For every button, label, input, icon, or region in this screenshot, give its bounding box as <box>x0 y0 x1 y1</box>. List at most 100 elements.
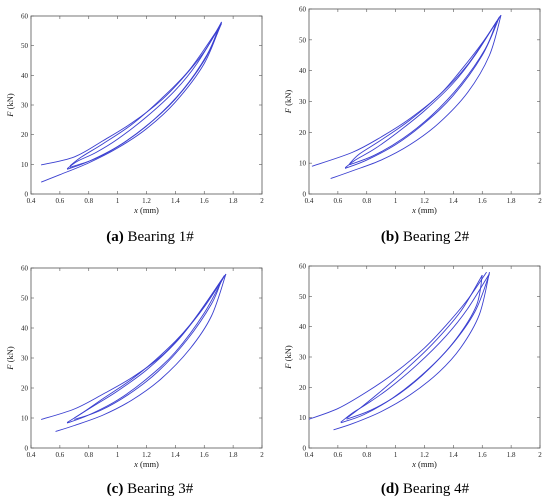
x-tick-label: 2 <box>260 197 264 205</box>
caption-text: Bearing 4# <box>403 481 470 497</box>
x-axis-variable: x <box>133 205 138 215</box>
y-tick-label: 60 <box>21 265 29 273</box>
y-tick-label: 20 <box>21 385 29 393</box>
series-line-4 <box>344 16 500 169</box>
caption-text: Bearing 1# <box>128 229 195 245</box>
x-tick-label: 0.6 <box>56 451 65 459</box>
series-line-4 <box>340 273 490 424</box>
series-line-2 <box>55 273 227 432</box>
y-axis-label: F (kN) <box>283 90 293 115</box>
series-line-6 <box>74 279 222 420</box>
y-tick-label: 30 <box>21 102 29 110</box>
y-tick-label: 60 <box>21 13 29 21</box>
x-tick-label: 1.6 <box>200 197 209 205</box>
x-tick-label: 1 <box>116 451 120 459</box>
y-tick-label: 0 <box>303 191 307 199</box>
y-tick-label: 40 <box>21 72 29 80</box>
y-tick-label: 20 <box>299 384 307 392</box>
series-line-1 <box>40 273 227 420</box>
x-tick-label: 0.8 <box>84 451 93 459</box>
y-tick-label: 30 <box>21 355 29 363</box>
x-tick-label: 1.4 <box>171 451 180 459</box>
x-tick-label: 1 <box>394 197 398 205</box>
plot-frame <box>308 265 541 449</box>
y-tick-label: 10 <box>21 415 29 423</box>
y-axis-label: F (kN) <box>283 345 293 370</box>
y-axis-unit: (kN) <box>283 345 293 361</box>
x-tick-label: 2 <box>538 451 542 459</box>
x-tick-label: 1.2 <box>142 451 151 459</box>
caption-letter: (c) <box>107 481 124 497</box>
x-axis-unit: (mm) <box>140 459 159 469</box>
y-tick-label: 60 <box>299 263 307 271</box>
plot-frame <box>30 15 263 195</box>
series-line-3 <box>344 16 500 169</box>
y-tick-label: 50 <box>21 42 29 50</box>
x-tick-label: 0.6 <box>334 197 343 205</box>
y-tick-label: 0 <box>25 191 29 199</box>
series-line-5 <box>69 27 220 167</box>
x-tick-label: 1.8 <box>507 451 516 459</box>
series-line-6 <box>346 275 483 420</box>
y-tick-label: 0 <box>303 445 307 453</box>
x-axis-unit: (mm) <box>418 459 437 469</box>
y-tick-label: 50 <box>299 36 307 44</box>
series-line-1 <box>311 14 502 167</box>
x-tick-label: 2 <box>538 197 542 205</box>
x-tick-label: 1.8 <box>229 451 238 459</box>
panel-caption: (d) Bearing 4# <box>381 481 470 497</box>
y-axis-variable: F <box>5 364 15 371</box>
y-axis-variable: F <box>283 363 293 370</box>
x-tick-label: 1.8 <box>229 197 238 205</box>
series-line-4 <box>66 23 222 170</box>
series-line-2 <box>333 271 490 431</box>
panel-caption: (a) Bearing 1# <box>106 229 194 245</box>
x-axis-label: x (mm) <box>133 205 159 215</box>
series-line-2 <box>330 15 502 180</box>
caption-text: Bearing 3# <box>127 481 194 497</box>
y-axis-variable: F <box>5 111 15 118</box>
x-axis-label: x (mm) <box>411 205 437 215</box>
x-axis-unit: (mm) <box>140 205 159 215</box>
series-line-2 <box>40 21 222 183</box>
x-tick-label: 1.6 <box>478 197 487 205</box>
x-axis-unit: (mm) <box>418 205 437 215</box>
y-tick-label: 30 <box>299 98 307 106</box>
y-tick-label: 40 <box>299 67 307 75</box>
x-tick-label: 1.2 <box>142 197 151 205</box>
x-axis-variable: x <box>411 205 416 215</box>
x-tick-label: 1.4 <box>449 451 458 459</box>
y-tick-label: 60 <box>299 6 307 14</box>
y-axis-unit: (kN) <box>5 346 15 362</box>
x-tick-label: 1.6 <box>478 451 487 459</box>
series-line-5 <box>349 21 498 165</box>
y-tick-label: 30 <box>299 354 307 362</box>
y-tick-label: 50 <box>299 293 307 301</box>
x-tick-label: 1 <box>116 197 120 205</box>
caption-letter: (b) <box>381 229 399 245</box>
panel-caption: (b) Bearing 2# <box>381 229 470 245</box>
series-line-3 <box>340 273 490 423</box>
x-tick-label: 1.8 <box>507 197 516 205</box>
x-tick-label: 1.4 <box>171 197 180 205</box>
plot-frame <box>308 8 541 195</box>
y-tick-label: 50 <box>21 295 29 303</box>
caption-letter: (d) <box>381 481 399 497</box>
series-line-5 <box>74 279 222 419</box>
plot-frame <box>30 267 263 449</box>
x-axis-variable: x <box>411 459 416 469</box>
y-axis-label: F (kN) <box>5 93 15 118</box>
x-axis-label: x (mm) <box>133 459 159 469</box>
series-line-5 <box>346 274 483 419</box>
series-line-1 <box>41 21 222 166</box>
series-line-6 <box>349 21 498 166</box>
y-tick-label: 10 <box>299 160 307 168</box>
x-tick-label: 0.6 <box>334 451 343 459</box>
panel-caption: (c) Bearing 3# <box>107 481 194 497</box>
y-axis-unit: (kN) <box>5 93 15 109</box>
x-axis-variable: x <box>133 459 138 469</box>
x-tick-label: 1.2 <box>420 451 429 459</box>
